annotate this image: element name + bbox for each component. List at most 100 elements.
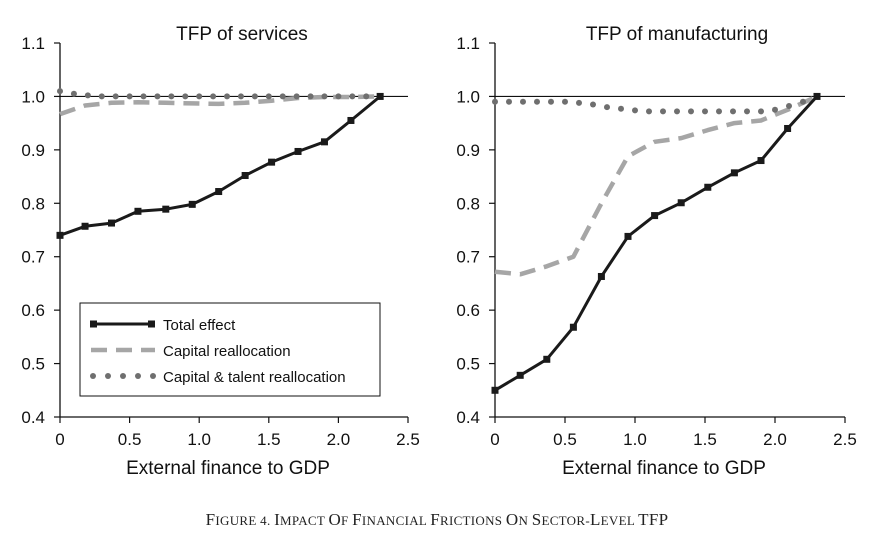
data-point: [162, 205, 170, 213]
y-tick-label: 1.0: [456, 87, 480, 106]
data-point: [268, 158, 276, 166]
x-tick-label: 1.0: [187, 430, 211, 449]
legend: Total effect Capital reallocation Capital …: [79, 302, 381, 397]
legend-label: Capital reallocation: [163, 343, 291, 360]
y-tick-label: 0.9: [456, 141, 480, 160]
data-point: [335, 93, 342, 100]
y-tick-label: 0.5: [456, 355, 480, 374]
data-point: [660, 108, 666, 115]
y-tick-label: 0.8: [21, 194, 45, 213]
data-point: [651, 212, 659, 220]
data-point: [813, 92, 821, 100]
y-tick-label: 0.9: [21, 141, 45, 160]
caption-part: N: [518, 513, 531, 528]
data-point: [597, 272, 605, 280]
data-point: [543, 355, 551, 363]
data-point: [98, 93, 105, 100]
x-tick-label: 0: [490, 430, 499, 449]
x-axis-label: External finance to GDP: [562, 458, 766, 479]
x-tick-label: 2.5: [833, 430, 857, 449]
caption-part: TFP: [638, 510, 668, 529]
caption-part: O: [328, 510, 341, 529]
caption-part: S: [532, 510, 542, 529]
chart-services: TFP of services 0.4 0.5 0.6 0.7 0.8 0.9 1.0 1.1 0…: [21, 24, 419, 479]
data-point: [307, 93, 314, 100]
y-tick-label: 0.6: [21, 301, 45, 320]
data-point: [506, 98, 512, 105]
data-point: [81, 222, 89, 230]
x-tick-label: 2.5: [396, 430, 420, 449]
chart-title: TFP of manufacturing: [586, 24, 768, 45]
data-point: [347, 116, 355, 124]
data-point: [363, 93, 370, 100]
x-tick-label: 0.5: [118, 430, 142, 449]
data-point: [182, 93, 189, 100]
data-point: [800, 98, 806, 105]
legend-swatch-dot: [105, 373, 111, 379]
caption-part: EVEL: [601, 513, 638, 528]
data-point: [688, 108, 694, 115]
data-point: [57, 88, 63, 95]
data-point: [196, 93, 203, 100]
data-point: [241, 172, 249, 180]
data-point: [140, 93, 147, 100]
data-point: [265, 93, 272, 100]
caption-part: F: [206, 510, 216, 529]
y-tick-label: 0.8: [456, 194, 480, 213]
data-point: [210, 93, 217, 100]
data-point: [632, 107, 638, 114]
data-point: [590, 101, 596, 108]
y-tick-label: 0.7: [456, 248, 480, 267]
data-point: [677, 199, 685, 207]
y-tick-label: 0.6: [456, 301, 480, 320]
data-point: [618, 105, 624, 112]
data-point: [576, 99, 582, 106]
data-point: [604, 104, 610, 111]
x-tick-label: 1.0: [623, 430, 647, 449]
data-point: [624, 232, 632, 240]
caption-part: F: [352, 510, 362, 529]
data-point: [772, 106, 778, 113]
data-point: [757, 157, 765, 165]
legend-swatch-dot: [150, 373, 156, 379]
x-tick-label: 2.0: [327, 430, 351, 449]
data-point: [251, 93, 258, 100]
data-point: [730, 169, 738, 177]
legend-label: Total effect: [163, 317, 236, 334]
data-point: [56, 231, 64, 239]
x-tick-label: 2.0: [763, 430, 787, 449]
y-tick-label: 0.4: [456, 408, 480, 427]
data-point: [716, 108, 722, 115]
data-point: [112, 93, 119, 100]
data-point: [134, 207, 142, 215]
data-point: [320, 138, 328, 146]
data-point: [492, 98, 498, 105]
chart-manufacturing: TFP of manufacturing 0.4 0.5 0.6 0.7 0.8 0.9 1.…: [456, 24, 856, 479]
y-tick-label: 1.1: [21, 34, 45, 53]
x-tick-label: 1.5: [693, 430, 717, 449]
figure-caption: FIGURE 4. IMPACT OF FINANCIAL FRICTIONS …: [206, 510, 669, 529]
data-point: [491, 386, 499, 394]
data-point: [293, 93, 300, 100]
data-point: [646, 108, 652, 115]
data-point: [784, 124, 792, 132]
data-point: [215, 188, 223, 196]
y-tick-label: 1.1: [456, 34, 480, 53]
series-line-1: [494, 94, 818, 277]
caption-part: MPACT: [280, 513, 328, 528]
data-point: [569, 323, 577, 331]
data-point: [548, 98, 554, 105]
caption-part: O: [506, 510, 519, 529]
legend-label: Capital & talent reallocation: [163, 369, 346, 386]
data-point: [758, 108, 764, 115]
caption-part: F: [430, 510, 440, 529]
legend-swatch-dot: [120, 373, 126, 379]
legend-marker: [90, 320, 97, 328]
legend-swatch-dot: [135, 373, 141, 379]
data-point: [108, 219, 116, 227]
chart-title: TFP of services: [176, 24, 308, 45]
data-point: [279, 93, 286, 100]
data-point: [520, 98, 526, 105]
x-tick-label: 0: [55, 430, 64, 449]
